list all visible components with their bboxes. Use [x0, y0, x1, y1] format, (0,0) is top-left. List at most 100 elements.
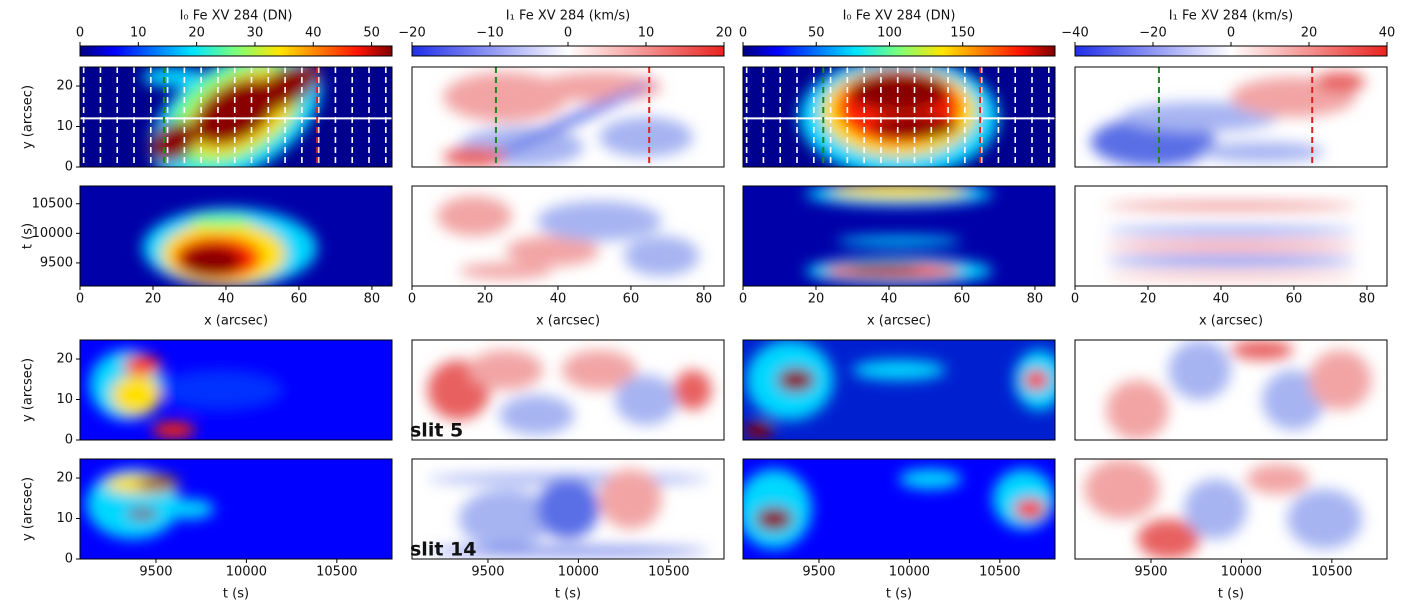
heatmap-patch: [458, 263, 553, 279]
colorbar-tick-label: 20: [716, 26, 733, 41]
heatmap-patch: [836, 236, 962, 246]
x-tick-label: 10000: [1221, 565, 1262, 580]
x-tick-label: 20: [477, 292, 494, 307]
x-tick-label: 9500: [1134, 565, 1167, 580]
heatmap-patch: [1023, 370, 1049, 390]
heatmap-patch: [777, 368, 815, 392]
colorbar-label: I₁ Fe XV 284 (km/s): [1169, 9, 1293, 24]
heatmap-patch: [1106, 228, 1356, 234]
heatmap-patch: [599, 469, 662, 529]
heatmap-patch: [483, 82, 653, 162]
heatmap-image: [412, 340, 724, 440]
x-tick-label: 60: [1286, 292, 1303, 307]
panel-frame: [411, 339, 725, 441]
colorbar-tick-label: 40: [1379, 26, 1396, 41]
slit-annotation: slit 5: [410, 420, 463, 442]
y-axis-label: y (arcsec): [21, 358, 36, 422]
panel-frame: [79, 185, 393, 287]
heatmap-texture: [1106, 340, 1372, 440]
heatmap-texture: [1084, 459, 1363, 559]
colorbar-tick-label: −10: [476, 26, 503, 41]
heatmap-patch: [427, 547, 709, 555]
x-tick-label: 10000: [226, 565, 267, 580]
panel: I₀ Fe XV 284 (DN) 0 50 100 150: [739, 9, 1056, 168]
heatmap-patch: [1106, 203, 1356, 209]
heatmap-patch: [1106, 380, 1169, 440]
panel: 9500 10000 10500 0 10 20 t (s) y (arcsec): [21, 458, 393, 601]
colorbar-tick-label: 50: [808, 26, 825, 41]
x-axis-label: t (s): [886, 587, 912, 601]
heatmap-patch: [252, 67, 320, 112]
heatmap-texture: [89, 350, 283, 438]
colorbar-tick-label: 20: [1301, 26, 1318, 41]
x-tick-label: 10500: [648, 565, 689, 580]
heatmap-image: [743, 186, 1055, 286]
x-tick-label: 40: [881, 292, 898, 307]
heatmap-patch: [1287, 489, 1363, 549]
colorbar: [79, 45, 393, 57]
panel-frame: [79, 66, 393, 168]
panel-frame: [1074, 458, 1388, 560]
y-axis-label: t (s): [21, 223, 36, 249]
heatmap-patch: [561, 350, 637, 390]
x-tick-label: 40: [550, 292, 567, 307]
heatmap-patch: [830, 186, 968, 199]
heatmap-texture: [743, 340, 1055, 438]
colorbar-tick-label: 40: [305, 26, 322, 41]
heatmap-patch: [179, 245, 243, 277]
y-tick-label: 10000: [32, 226, 73, 241]
panel: 0 20 40 60 80 9500 10000 10500 x (arcsec) t (s): [21, 185, 393, 329]
x-tick-label: 80: [696, 292, 713, 307]
heatmap-image: [80, 186, 392, 286]
heatmap-image: [743, 340, 1055, 440]
heatmap-image: [80, 67, 392, 167]
colorbar-label: I₁ Fe XV 284 (km/s): [506, 9, 630, 24]
heatmap-texture: [436, 196, 700, 279]
heatmap-image: [436, 67, 700, 167]
x-tick-label: 0: [76, 292, 84, 307]
heatmap-patch: [458, 489, 553, 549]
panel: 0 20 40 60 80 x (arcsec): [408, 185, 725, 329]
x-tick-label: 80: [1027, 292, 1044, 307]
x-axis-label: t (s): [555, 587, 581, 601]
heatmap-patch: [845, 264, 921, 274]
heatmap-patch: [499, 395, 575, 435]
heatmap-patch: [150, 122, 198, 162]
panel: I₁ Fe XV 284 (km/s) −20 −10 0 10 20: [398, 9, 732, 168]
x-tick-label: 10000: [889, 565, 930, 580]
heatmap-patch: [624, 236, 700, 276]
x-tick-label: 20: [145, 292, 162, 307]
heatmap-background: [1096, 186, 1366, 286]
heatmap-texture: [86, 469, 215, 539]
panel: [742, 339, 1056, 441]
panel: 9500 10000 10500 t (s): [1074, 458, 1388, 601]
heatmap-patch: [1168, 340, 1232, 400]
x-tick-label: 10500: [1311, 565, 1352, 580]
colorbar-tick-label: −40: [1061, 26, 1088, 41]
colorbar-tick-label: 10: [130, 26, 147, 41]
colorbar-tick-label: −20: [1139, 26, 1166, 41]
x-tick-label: 0: [739, 292, 747, 307]
heatmap-texture: [799, 67, 999, 167]
heatmap-patch: [1309, 350, 1372, 410]
heatmap-texture: [427, 469, 709, 555]
colorbar-tick-label: 50: [363, 26, 380, 41]
heatmap-patch: [852, 360, 946, 380]
x-tick-label: 9500: [471, 565, 504, 580]
x-tick-label: 10500: [316, 565, 357, 580]
y-tick-label: 20: [56, 79, 73, 94]
heatmap-patch: [1106, 243, 1356, 249]
heatmap-texture: [743, 469, 1055, 549]
colorbar-tick-label: 0: [76, 26, 84, 41]
panel-frame: [411, 458, 725, 560]
heatmap-patch: [1106, 273, 1356, 279]
heatmap-patch: [899, 469, 962, 489]
heatmap-image: [1090, 67, 1366, 167]
heatmap-image: [436, 186, 706, 286]
heatmap-image: [743, 459, 1055, 559]
colorbar-tick-label: 0: [1227, 26, 1235, 41]
heatmap-patch: [505, 236, 600, 266]
slit-annotation: slit 14: [410, 539, 476, 561]
panel: I₁ Fe XV 284 (km/s) −40 −20 0 20 40: [1061, 9, 1395, 168]
